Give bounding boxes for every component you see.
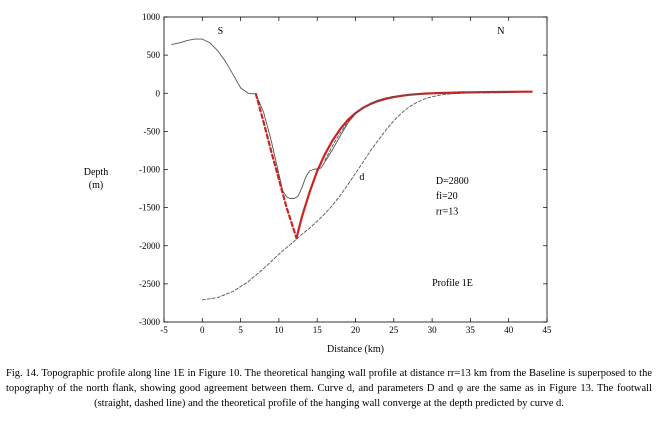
x-tick-label: 45: [543, 325, 553, 335]
series-hanging-wall-thin-dashed: [324, 92, 448, 161]
x-tick-label: 30: [428, 325, 438, 335]
plot-frame: [163, 16, 548, 323]
annotation: rr=13: [436, 206, 458, 217]
series-topography: [171, 38, 533, 199]
x-axis-title: Distance (km): [327, 344, 384, 355]
annotation: fi=20: [436, 191, 458, 202]
annotation: N: [497, 26, 504, 37]
x-tick-label: 15: [313, 325, 323, 335]
x-tick-label: 25: [389, 325, 399, 335]
y-tick-label: -2500: [139, 279, 160, 289]
y-axis-title: Depth: [84, 167, 108, 178]
figure-caption: Fig. 14. Topographic profile along line …: [6, 368, 652, 409]
x-tick-label: 40: [504, 325, 514, 335]
series-footwall: [254, 92, 298, 240]
y-tick-label: 500: [147, 50, 161, 60]
x-tick-label: 35: [466, 325, 476, 335]
y-tick-label: -3000: [139, 317, 160, 327]
annotation: Profile 1E: [432, 278, 473, 289]
y-tick-label: -1500: [139, 203, 160, 213]
x-tick-label: -5: [160, 325, 168, 335]
y-tick-label: -1000: [139, 165, 160, 175]
y-tick-label: 0: [156, 88, 161, 98]
annotation: S: [218, 26, 224, 37]
series-curve-d: [201, 92, 510, 301]
x-tick-label: 10: [274, 325, 284, 335]
y-tick-label: -2000: [139, 241, 160, 251]
y-tick-label: 1000: [142, 12, 161, 22]
x-tick-label: 5: [238, 325, 243, 335]
x-tick-label: 0: [200, 325, 205, 335]
y-tick-label: -500: [144, 126, 161, 136]
annotation: D=2800: [436, 176, 469, 187]
x-tick-label: 20: [351, 325, 361, 335]
chart-svg: -5 0 5 10 15 20 25 30 35 40 45 1000 500 0 -500 -1000 -15…: [84, 12, 553, 355]
series-hanging-wall-theoretical: [295, 90, 533, 240]
annotation: d: [359, 172, 364, 183]
figure: -5 0 5 10 15 20 25 30 35 40 45 1000 500 0 -500 -1000 -15…: [84, 12, 553, 355]
y-axis-title: (m): [89, 180, 103, 191]
